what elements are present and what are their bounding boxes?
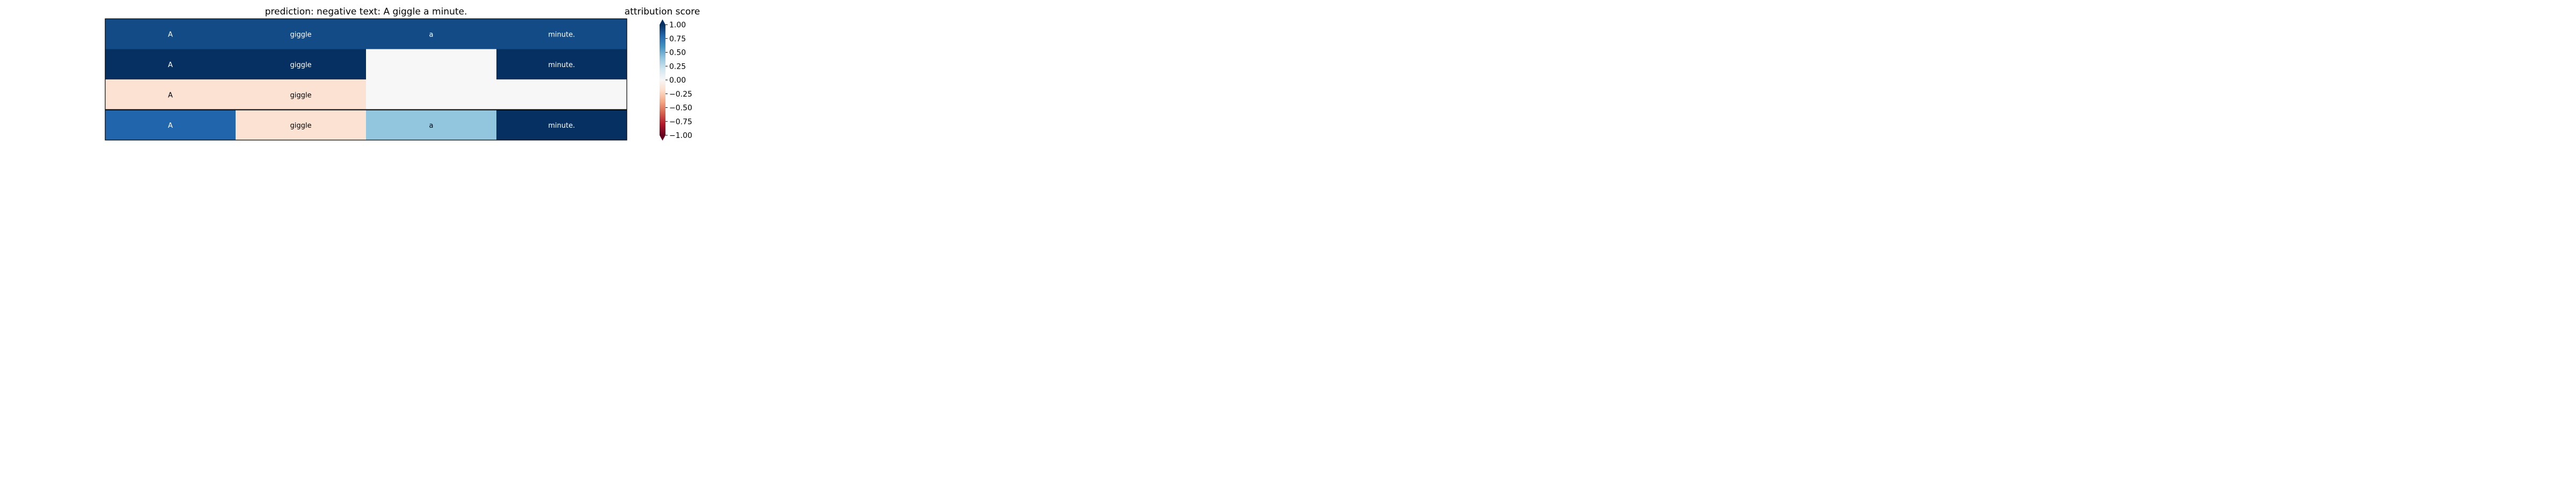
heatmap-cell bbox=[366, 109, 497, 141]
cell-token-label: A bbox=[168, 61, 173, 69]
cell-token-label: A bbox=[168, 91, 173, 99]
heatmap-cell bbox=[105, 19, 236, 49]
colorbar: 1.00 0.75 0.50 0.25 0.00 −0.25 −0.50 −0.75 −1.00 bbox=[660, 19, 692, 141]
heatmap-cell bbox=[496, 19, 627, 49]
heatmap-cell bbox=[236, 109, 367, 141]
heatmap-cell bbox=[236, 79, 367, 110]
colorbar-title: attribution score bbox=[625, 6, 700, 17]
colorbar-gradient bbox=[660, 25, 665, 135]
cell-token-label: A bbox=[168, 122, 173, 130]
attribution-heatmap-figure: prediction: negative text: A giggle a mi… bbox=[105, 6, 700, 141]
heatmap-cell bbox=[496, 109, 627, 141]
heatmap-frame bbox=[105, 18, 627, 141]
cell-token-label: minute. bbox=[548, 31, 575, 39]
heatmap-cell bbox=[366, 79, 497, 110]
heatmap-cell bbox=[236, 19, 367, 49]
colorbar-tick-label: −1.00 bbox=[669, 131, 692, 140]
chart-title: prediction: negative text: A giggle a mi… bbox=[265, 6, 467, 17]
cell-token-label: A bbox=[168, 31, 173, 39]
colorbar-tick-label: 0.25 bbox=[669, 62, 686, 71]
heatmap-cell bbox=[496, 79, 627, 110]
colorbar-tick-label: −0.75 bbox=[669, 118, 692, 126]
cell-token-label: giggle bbox=[290, 91, 312, 99]
heatmap-cell bbox=[236, 49, 367, 80]
colorbar-tick-label: 0.75 bbox=[669, 35, 686, 43]
cell-token-label: a bbox=[429, 31, 434, 39]
cell-token-label: giggle bbox=[290, 122, 312, 130]
colorbar-tick-label: 0.50 bbox=[669, 49, 686, 57]
heatmap-cell bbox=[105, 109, 236, 141]
heatmap-cell bbox=[496, 49, 627, 80]
heatmap-cell bbox=[105, 79, 236, 110]
heatmap-cell bbox=[105, 49, 236, 80]
colorbar-tick-label: 0.00 bbox=[669, 76, 686, 85]
cell-token-label: giggle bbox=[290, 61, 312, 69]
heatmap-cell bbox=[366, 49, 497, 80]
cell-token-label: minute. bbox=[548, 122, 575, 130]
cell-token-label: a bbox=[429, 122, 434, 130]
cell-token-label: giggle bbox=[290, 31, 312, 39]
colorbar-extend-min bbox=[660, 135, 665, 141]
colorbar-tick-label: −0.50 bbox=[669, 104, 692, 113]
colorbar-tick-label: −0.25 bbox=[669, 90, 692, 99]
colorbar-extend-max bbox=[660, 19, 665, 25]
cell-token-label: minute. bbox=[548, 61, 575, 69]
colorbar-tick-label: 1.00 bbox=[669, 21, 686, 30]
heatmap-cell bbox=[366, 19, 497, 49]
